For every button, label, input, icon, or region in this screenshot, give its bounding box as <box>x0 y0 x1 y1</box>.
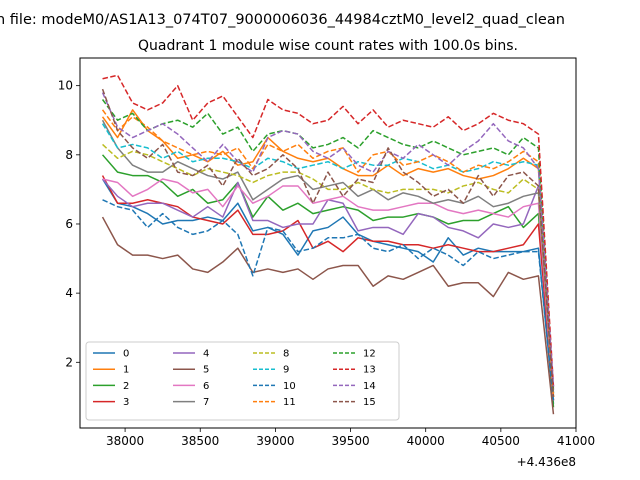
series-line-13 <box>102 74 555 387</box>
legend-label-15: 15 <box>363 397 376 408</box>
series-line-3 <box>101 175 555 401</box>
plot-series <box>101 74 555 415</box>
legend-label-8: 8 <box>283 349 289 360</box>
x-tick-label: 38500 <box>181 434 219 448</box>
legend-label-2: 2 <box>123 381 129 392</box>
series-line-8 <box>102 143 555 397</box>
legend-label-14: 14 <box>363 381 376 392</box>
series-line-6 <box>102 178 555 401</box>
series-line-11 <box>101 109 555 397</box>
legend-label-3: 3 <box>123 397 129 408</box>
y-tick-label: 6 <box>65 217 73 231</box>
y-tick-label: 4 <box>65 286 73 300</box>
y-tick-label: 10 <box>58 79 73 93</box>
series-line-2 <box>101 154 555 408</box>
series-line-15 <box>101 88 555 397</box>
legend-label-7: 7 <box>203 397 209 408</box>
legend-frame <box>85 341 400 421</box>
legend-label-0: 0 <box>123 349 129 360</box>
x-tick-label: 38000 <box>106 434 144 448</box>
x-tick-label: 39000 <box>256 434 294 448</box>
series-line-0 <box>101 178 555 404</box>
legend-label-11: 11 <box>283 397 296 408</box>
chart-title: Quadrant 1 module wise count rates with … <box>138 38 518 54</box>
chart-suptitle: n file: modeM0/AS1A13_074T07_9000006036_… <box>0 12 565 28</box>
x-tick-label: 40500 <box>482 434 520 448</box>
y-tick-label: 2 <box>65 355 73 369</box>
series-line-12 <box>101 99 555 391</box>
series-line-9 <box>101 123 555 394</box>
y-tick-label: 8 <box>65 148 73 162</box>
x-tick-label: 39500 <box>331 434 369 448</box>
legend-label-6: 6 <box>203 381 209 392</box>
series-line-7 <box>101 119 555 394</box>
legend-label-10: 10 <box>283 381 296 392</box>
legend-label-5: 5 <box>203 365 209 376</box>
x-tick-label: 41000 <box>557 434 595 448</box>
legend-label-13: 13 <box>363 365 376 376</box>
x-tick-label: 40000 <box>407 434 445 448</box>
series-line-14 <box>101 92 555 387</box>
x-axis: 38000 38500 39000 39500 40000 40500 41000 <box>106 428 595 448</box>
legend-label-9: 9 <box>283 365 289 376</box>
legend-label-12: 12 <box>363 349 376 360</box>
x-offset-label: +4.436e8 <box>517 455 576 469</box>
series-line-5 <box>101 216 555 415</box>
legend-label-4: 4 <box>203 349 209 360</box>
plot-area-frame <box>79 57 577 429</box>
legend-label-1: 1 <box>123 365 129 376</box>
y-axis: 2 4 6 8 10 <box>58 79 80 369</box>
series-line-10 <box>102 199 555 401</box>
